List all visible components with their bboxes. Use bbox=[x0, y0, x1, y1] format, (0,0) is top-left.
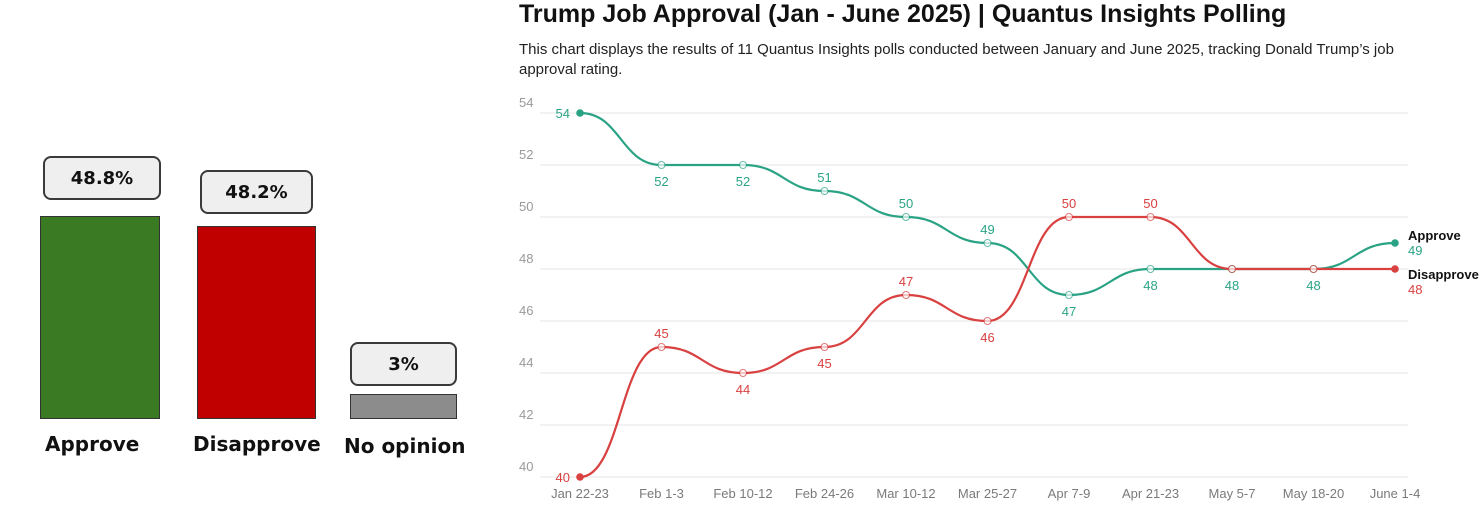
approve-data-label: 48 bbox=[1306, 278, 1320, 293]
approve-value-label: 48.8% bbox=[43, 156, 161, 200]
approve-data-label: 54 bbox=[556, 106, 570, 121]
no-opinion-value-label: 3% bbox=[350, 342, 457, 386]
disapprove-point bbox=[820, 343, 829, 351]
disapprove-end-name: Disapprove bbox=[1408, 267, 1479, 282]
x-tick-label: Feb 1-3 bbox=[639, 486, 684, 501]
x-tick-label: Jan 22-23 bbox=[551, 486, 609, 501]
x-tick-label: Mar 25-27 bbox=[958, 486, 1017, 501]
y-tick-label: 40 bbox=[519, 459, 533, 474]
disapprove-point bbox=[902, 291, 910, 299]
approve-point bbox=[902, 213, 910, 221]
chart-subtitle: This chart displays the results of 11 Qu… bbox=[519, 41, 1394, 78]
approve-series-line bbox=[579, 111, 1396, 297]
x-tick-label: June 1-4 bbox=[1370, 486, 1421, 501]
approve-point bbox=[657, 161, 666, 169]
x-tick-label: Feb 24-26 bbox=[795, 486, 854, 501]
disapprove-point bbox=[739, 369, 747, 377]
no-opinion-bar-label: No opinion bbox=[344, 434, 466, 458]
y-tick-label: 42 bbox=[519, 407, 533, 422]
chart-title: Trump Job Approval (Jan - June 2025) | Q… bbox=[519, 0, 1287, 28]
x-tick-label: Feb 10-12 bbox=[713, 486, 772, 501]
approve-point bbox=[1146, 265, 1155, 273]
approval-line-chart: Trump Job Approval (Jan - June 2025) | Q… bbox=[500, 0, 1480, 512]
x-tick-label: May 5-7 bbox=[1209, 486, 1256, 501]
disapprove-data-label: 44 bbox=[736, 382, 750, 397]
approve-bar bbox=[40, 216, 160, 419]
x-tick-label: Mar 10-12 bbox=[876, 486, 935, 501]
approve-end-value: 49 bbox=[1408, 243, 1422, 258]
disapprove-series-line bbox=[579, 215, 1395, 479]
approve-data-label: 52 bbox=[736, 174, 750, 189]
y-tick-label: 48 bbox=[519, 251, 533, 266]
approve-data-label: 48 bbox=[1143, 278, 1157, 293]
disapprove-point bbox=[1309, 265, 1318, 273]
disapprove-point bbox=[657, 343, 666, 351]
disapprove-point bbox=[1228, 265, 1236, 273]
approve-point bbox=[820, 187, 829, 195]
disapprove-data-label: 45 bbox=[654, 326, 668, 341]
disapprove-end-value: 48 bbox=[1408, 282, 1422, 297]
disapprove-data-label: 50 bbox=[1143, 196, 1157, 211]
approve-point bbox=[983, 239, 992, 247]
disapprove-value-label: 48.2% bbox=[200, 170, 313, 214]
y-tick-label: 54 bbox=[519, 95, 533, 110]
y-tick-label: 50 bbox=[519, 199, 533, 214]
approve-data-label: 52 bbox=[654, 174, 668, 189]
disapprove-data-label: 45 bbox=[817, 356, 831, 371]
disapprove-point bbox=[983, 317, 992, 325]
summary-bar-chart: 48.8% Approve 48.2% Disapprove 3% No opi… bbox=[0, 0, 480, 512]
y-tick-label: 52 bbox=[519, 147, 533, 162]
approve-point bbox=[576, 109, 584, 117]
disapprove-bar-label: Disapprove bbox=[193, 432, 321, 456]
no-opinion-bar bbox=[350, 394, 457, 419]
approve-point bbox=[1391, 239, 1399, 247]
disapprove-data-label: 47 bbox=[899, 274, 913, 289]
approve-data-label: 48 bbox=[1225, 278, 1239, 293]
approve-data-label: 50 bbox=[899, 196, 913, 211]
x-tick-label: Apr 7-9 bbox=[1048, 486, 1091, 501]
approve-bar-label: Approve bbox=[45, 432, 140, 456]
approve-end-name: Approve bbox=[1408, 228, 1461, 243]
disapprove-data-label: 50 bbox=[1062, 196, 1076, 211]
disapprove-point bbox=[576, 473, 584, 481]
approve-point bbox=[739, 161, 747, 169]
disapprove-bar bbox=[197, 226, 316, 419]
disapprove-data-label: 46 bbox=[980, 330, 994, 345]
disapprove-point bbox=[1391, 265, 1399, 273]
approve-point bbox=[1065, 291, 1073, 299]
disapprove-point bbox=[1146, 213, 1155, 221]
disapprove-point bbox=[1065, 213, 1073, 221]
line-chart-plot: 40 42 44 46 48 50 52 54 Jan 22-23 Feb 1-3 Feb 10-1… bbox=[519, 95, 1479, 501]
approve-data-label: 51 bbox=[817, 170, 831, 185]
y-tick-label: 44 bbox=[519, 355, 533, 370]
disapprove-data-label: 40 bbox=[556, 470, 570, 485]
x-tick-label: Apr 21-23 bbox=[1122, 486, 1179, 501]
approve-data-label: 49 bbox=[980, 222, 994, 237]
x-tick-label: May 18-20 bbox=[1283, 486, 1344, 501]
y-tick-label: 46 bbox=[519, 303, 533, 318]
approve-data-label: 47 bbox=[1062, 304, 1076, 319]
